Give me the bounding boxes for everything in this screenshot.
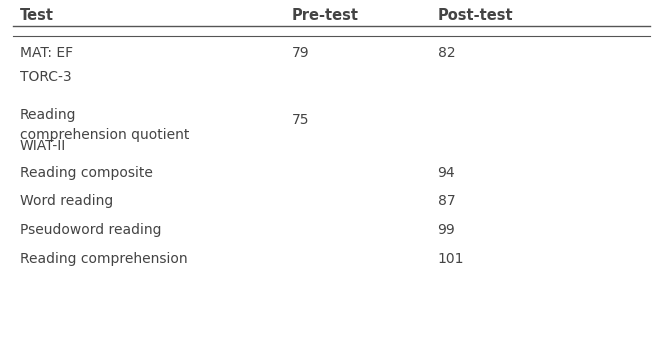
Text: MAT: EF: MAT: EF <box>20 46 73 60</box>
Text: Post-test: Post-test <box>438 8 513 23</box>
Text: 75: 75 <box>292 113 309 127</box>
Text: 99: 99 <box>438 223 455 237</box>
Text: Pseudoword reading: Pseudoword reading <box>20 223 161 237</box>
Text: Reading
comprehension quotient: Reading comprehension quotient <box>20 108 189 142</box>
Text: WIAT-II: WIAT-II <box>20 139 66 153</box>
Text: 101: 101 <box>438 252 464 266</box>
Text: Reading composite: Reading composite <box>20 166 152 180</box>
Text: Test: Test <box>20 8 54 23</box>
Text: 87: 87 <box>438 194 455 208</box>
Text: Word reading: Word reading <box>20 194 113 208</box>
Text: 94: 94 <box>438 166 455 180</box>
Text: 79: 79 <box>292 46 310 60</box>
Text: TORC-3: TORC-3 <box>20 70 72 84</box>
Text: 82: 82 <box>438 46 455 60</box>
Text: Pre-test: Pre-test <box>292 8 359 23</box>
Text: Reading comprehension: Reading comprehension <box>20 252 188 266</box>
